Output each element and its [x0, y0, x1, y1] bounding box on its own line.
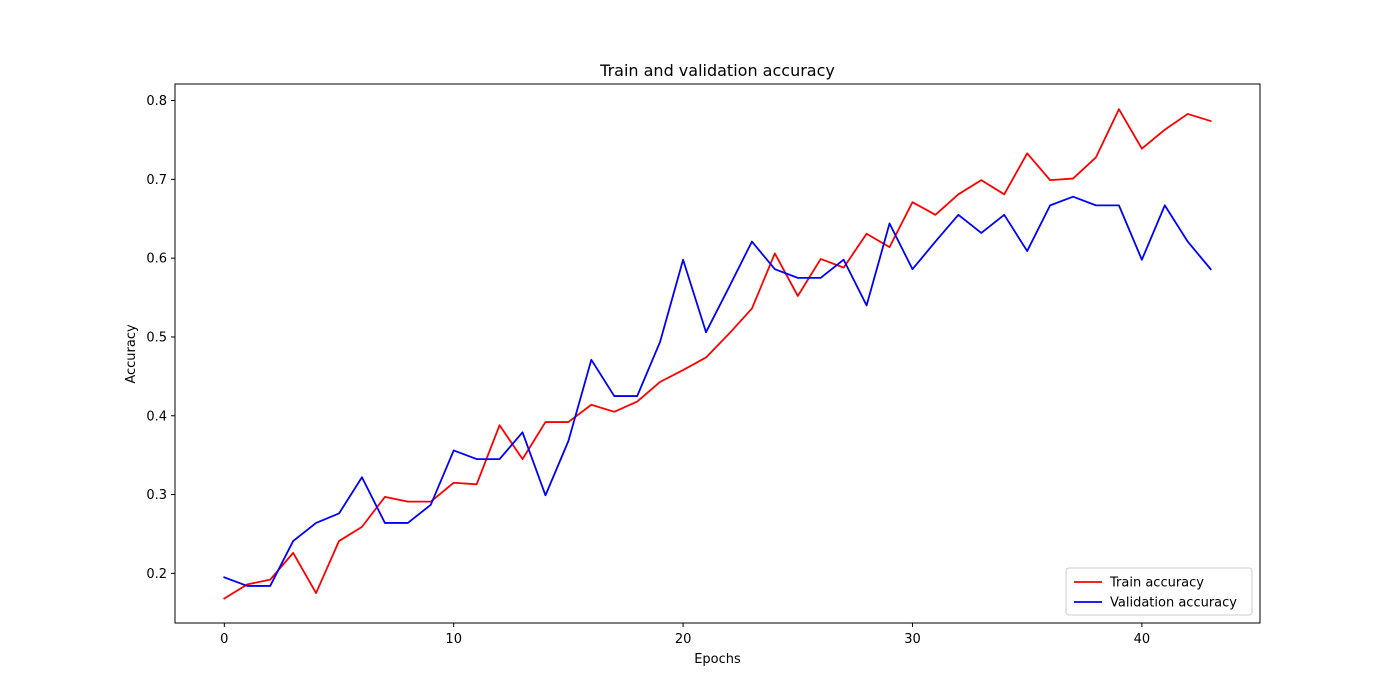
y-axis-ticks: 0.2 0.3 0.4 0.5 0.6 0.7 0.8 — [146, 94, 175, 582]
series-lines — [223, 108, 1212, 600]
plot-frame — [174, 83, 1261, 624]
x-tick-label: 40 — [1134, 632, 1151, 647]
x-tick-label: 30 — [904, 632, 921, 647]
x-tick-label: 20 — [675, 632, 692, 647]
x-tick-label: 10 — [445, 632, 462, 647]
legend-box — [1065, 567, 1253, 616]
legend-entry: Validation accuracy — [1110, 596, 1237, 611]
x-axis-ticks: 0 10 20 30 40 — [220, 623, 1150, 647]
y-axis-label: Accuracy — [124, 324, 139, 384]
y-tick-label: 0.8 — [146, 94, 167, 109]
legend: Train accuracy Validation accuracy — [1065, 567, 1253, 616]
chart-title: Train and validation accuracy — [599, 61, 835, 80]
y-tick-label: 0.3 — [146, 488, 167, 503]
x-tick-label: 0 — [220, 632, 228, 647]
x-axis-label: Epochs — [694, 652, 741, 667]
y-tick-label: 0.6 — [146, 252, 167, 267]
legend-entry: Train accuracy — [1109, 576, 1204, 591]
series-line-train-accuracy — [223, 108, 1212, 600]
series-line-validation-accuracy — [223, 195, 1212, 587]
y-tick-label: 0.4 — [146, 409, 167, 424]
y-tick-label: 0.2 — [146, 567, 167, 582]
plot-area — [174, 83, 1261, 624]
y-tick-label: 0.5 — [146, 330, 167, 345]
y-tick-label: 0.7 — [146, 173, 167, 188]
